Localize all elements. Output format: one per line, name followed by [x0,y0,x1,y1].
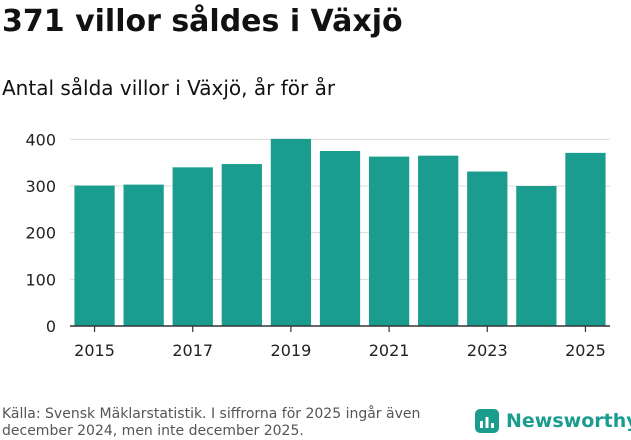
x-tick-label: 2015 [74,341,115,360]
x-tick-label: 2025 [565,341,606,360]
source-note: Källa: Svensk Mäklarstatistik. I siffror… [2,406,421,439]
bar-chart: 0 100 200 300 400 2015 2017 2019 2021 2023 2025 [25,130,610,360]
y-tick-label: 0 [46,317,56,336]
y-tick-label: 400 [25,130,56,149]
bar [368,156,410,326]
bar [467,171,508,326]
y-tick-label: 200 [25,224,56,243]
chart-subtitle: Antal sålda villor i Växjö, år för år [2,76,336,100]
newsworthy-logo: Newsworthy [474,408,631,434]
x-tick-label: 2019 [271,341,312,360]
x-tick-label: 2017 [172,341,213,360]
y-tick-label: 300 [25,177,56,196]
chart-title: 371 villor såldes i Växjö [2,4,403,39]
bar [516,186,557,326]
x-tick-label: 2021 [369,341,410,360]
bar [221,164,262,326]
bar [74,185,115,326]
y-tick-label: 100 [25,270,56,289]
bar [565,152,606,326]
axes: 0 100 200 300 400 2015 2017 2019 2021 2023 2025 [25,130,610,360]
bar [418,155,459,326]
bar [172,167,213,326]
bar [123,184,164,326]
bar [319,151,361,326]
x-tick-label: 2023 [467,341,508,360]
logo-text: Newsworthy [506,410,631,432]
bar-chart-icon [475,409,499,433]
bar [270,138,312,326]
bars [74,138,606,326]
